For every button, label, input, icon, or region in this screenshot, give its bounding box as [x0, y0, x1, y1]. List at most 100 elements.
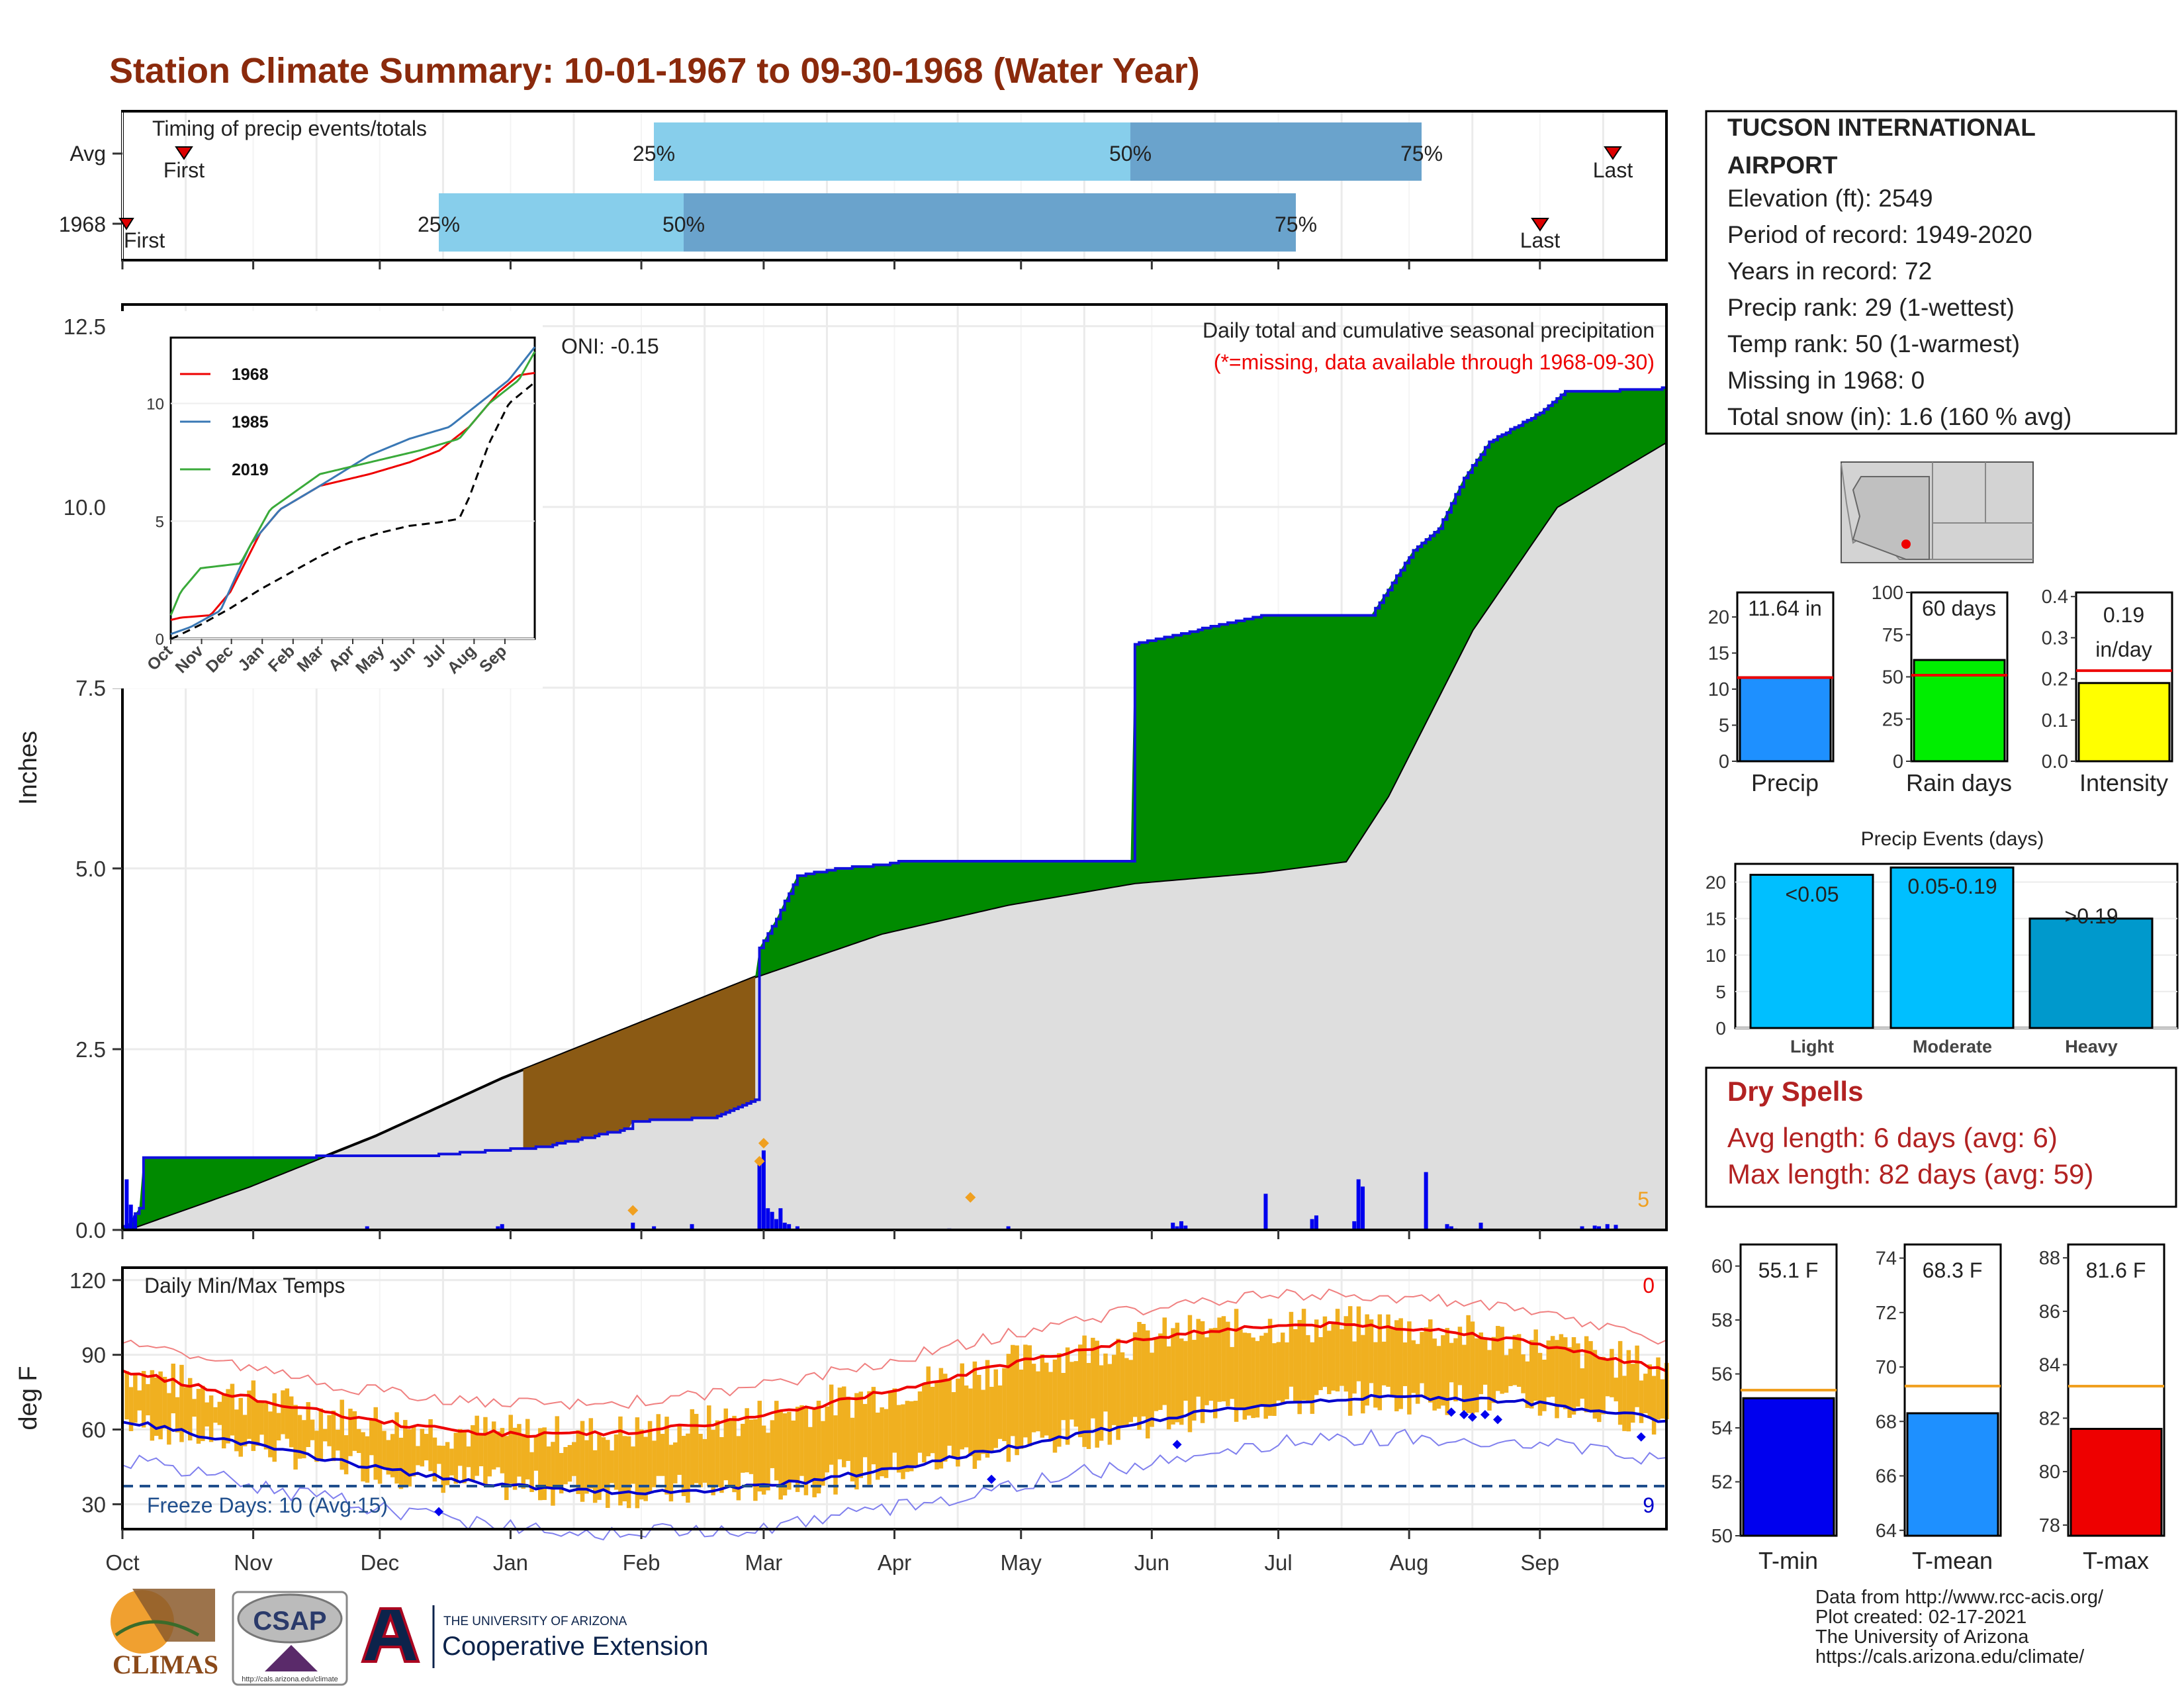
precip-bar-22 [1179, 1221, 1183, 1230]
temp-record-low-8 [1636, 1432, 1646, 1442]
tmax-ticks: 78 80 82 84 86 88 [2039, 1248, 2068, 1536]
precip-bar-36 [1614, 1225, 1618, 1230]
station-temp-rank: Temp rank: 50 (1-warmest) [1727, 330, 2020, 357]
temp-record-low-4 [1459, 1409, 1469, 1419]
temp-bar-228 [1082, 1335, 1087, 1447]
temp-bar-330 [1512, 1335, 1518, 1385]
temp-bar-99 [538, 1428, 543, 1501]
temp-bar-341 [1559, 1334, 1564, 1406]
avg-pct-75: 75% [1400, 142, 1443, 165]
temp-bar-316 [1453, 1338, 1458, 1401]
temp-bar-126 [652, 1440, 657, 1487]
temp-bar-360 [1639, 1380, 1644, 1423]
inset-ytick-1: 5 [156, 513, 164, 531]
temp-bar-38 [281, 1390, 285, 1434]
climas-wave [114, 1620, 200, 1637]
temp-bar-282 [1310, 1342, 1315, 1414]
temp-bar-176 [862, 1403, 868, 1458]
inset-ytick-0: 0 [156, 631, 164, 649]
temp-bar-204 [981, 1389, 985, 1454]
temp-bar-206 [989, 1387, 994, 1451]
temp-bar-270 [1259, 1335, 1264, 1406]
timing-row-1968: 1968 [59, 212, 106, 236]
temp-bar-156 [778, 1411, 783, 1500]
temp-bar-80 [457, 1429, 463, 1466]
tb-min-ticks-label-5: 60 [1711, 1256, 1733, 1278]
temp-bar-191 [926, 1366, 931, 1456]
temp-bar-321 [1475, 1338, 1479, 1413]
precip-bar-8 [690, 1224, 694, 1230]
temp-bar-307 [1415, 1344, 1420, 1404]
temp-bar-292 [1352, 1341, 1357, 1394]
temp-bar-28 [238, 1397, 243, 1457]
temp-bar-267 [1246, 1333, 1251, 1416]
dry-spells-max: Max length: 82 days (avg: 59) [1727, 1158, 2093, 1190]
temp-ytick-1: 60 [81, 1418, 106, 1442]
temp-bar-297 [1373, 1342, 1378, 1408]
temp-bar-308 [1420, 1332, 1424, 1383]
temp-bar-77 [445, 1442, 450, 1485]
precip-bar-28 [1356, 1179, 1361, 1230]
temp-bar-318 [1462, 1344, 1467, 1411]
temp-bar-82 [466, 1446, 471, 1468]
precip-record-mark-3 [965, 1192, 976, 1203]
raindays-mini-value: 60 days [1922, 596, 1996, 620]
temp-bar-155 [774, 1401, 779, 1481]
temp-bar-39 [285, 1388, 290, 1439]
temp-bar-90 [500, 1428, 505, 1474]
precip-bar-37 [1424, 1172, 1428, 1230]
temp-bar-166 [821, 1421, 825, 1486]
temp-bar-49 [327, 1415, 332, 1446]
temp-bar-227 [1077, 1344, 1083, 1438]
precip-bar-2 [133, 1215, 138, 1230]
avg-first-label: First [163, 158, 205, 182]
csap-text: CSAP [253, 1607, 326, 1636]
avg-cumulative-area [122, 440, 1668, 1231]
temp-bar-32 [255, 1401, 260, 1446]
temp-bar-46 [314, 1430, 319, 1462]
temp-bar-167 [825, 1406, 830, 1473]
temp-bar-195 [942, 1374, 948, 1462]
temp-bar-122 [635, 1417, 640, 1509]
temp-bar-78 [449, 1448, 454, 1476]
temp-bar-37 [276, 1413, 281, 1441]
temp-bar-336 [1537, 1352, 1543, 1416]
temp-bar-163 [808, 1427, 813, 1481]
precip-bar-38 [1449, 1226, 1453, 1230]
temp-bar-269 [1255, 1340, 1260, 1418]
event-range-heavy: >0.19 [2065, 904, 2118, 928]
temp-bar-314 [1445, 1328, 1450, 1415]
temp-bar-102 [551, 1442, 555, 1506]
temp-bar-288 [1335, 1309, 1340, 1392]
temp-bar-309 [1424, 1327, 1429, 1397]
temp-bar-141 [715, 1420, 720, 1487]
temp-bar-246 [1158, 1333, 1163, 1410]
tb-min-ticks-label-0: 50 [1711, 1526, 1733, 1547]
temp-bar-231 [1095, 1340, 1099, 1448]
temp-bar-115 [606, 1440, 610, 1508]
temp-bar-85 [478, 1434, 484, 1467]
temp-bar-219 [1044, 1362, 1049, 1436]
temp-bar-83 [471, 1425, 475, 1482]
temp-bar-187 [909, 1401, 914, 1472]
temp-bar-164 [812, 1407, 817, 1497]
temp-bar-183 [892, 1388, 897, 1453]
timing-1968-q2 [684, 193, 1296, 252]
temp-bar-208 [997, 1385, 1003, 1439]
temp-bar-194 [938, 1368, 944, 1469]
temp-bar-290 [1343, 1316, 1349, 1392]
avg-pct-50: 50% [1109, 142, 1152, 165]
temp-bar-133 [681, 1436, 686, 1497]
mb-precip-ticks-label-0: 0 [1719, 751, 1729, 773]
temp-bar-274 [1276, 1342, 1281, 1401]
map-arizona [1852, 476, 1930, 560]
temp-record-low-3 [1446, 1407, 1456, 1417]
temp-bar-105 [563, 1446, 568, 1485]
temp-bar-319 [1466, 1315, 1471, 1413]
mb-int-ticks-label-2: 0.2 [2042, 669, 2068, 690]
tb-mean-ticks-label-5: 74 [1876, 1248, 1897, 1270]
temp-bar-10 [162, 1376, 167, 1429]
temp-bar-31 [251, 1380, 256, 1451]
temp-bar-180 [880, 1407, 884, 1477]
temp-bar-193 [934, 1382, 939, 1470]
